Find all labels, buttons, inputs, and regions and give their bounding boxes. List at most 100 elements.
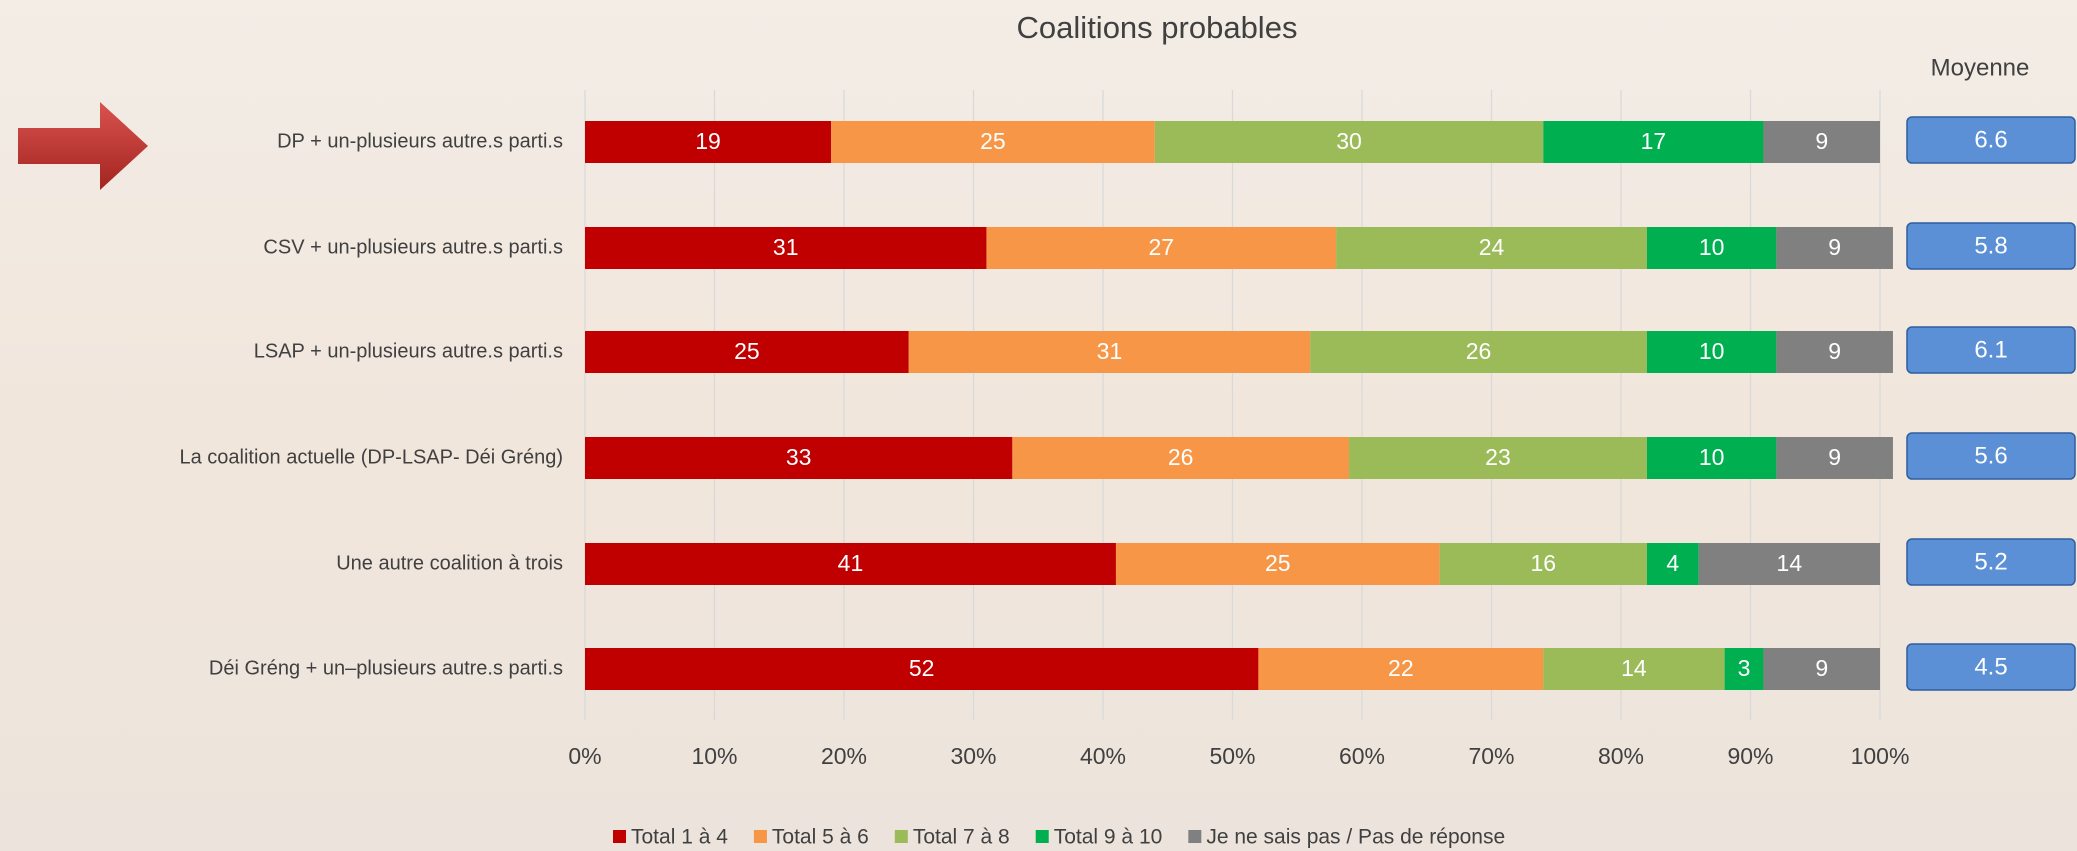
- x-tick-label: 30%: [950, 743, 996, 769]
- bar-segment: [1258, 648, 1544, 690]
- legend-swatch: [1188, 830, 1202, 843]
- bar-segment: [1646, 543, 1699, 585]
- data-label: 31: [773, 234, 799, 260]
- bar-segment: [908, 331, 1311, 373]
- bar-segment: [1646, 331, 1777, 373]
- data-label: 25: [980, 128, 1006, 154]
- data-label: 41: [838, 550, 864, 576]
- x-tick-label: 0%: [568, 743, 601, 769]
- x-tick-label: 70%: [1468, 743, 1514, 769]
- x-tick-label: 100%: [1851, 743, 1910, 769]
- average-value: 5.6: [1974, 442, 2007, 469]
- averages-title: Moyenne: [1931, 54, 2030, 81]
- bar-segment: [831, 121, 1155, 163]
- bar-segment: [585, 437, 1013, 479]
- bar-segment: [1776, 331, 1893, 373]
- data-label: 14: [1777, 550, 1803, 576]
- data-label: 9: [1828, 444, 1841, 470]
- average-box: [1906, 116, 2076, 164]
- x-tick-label: 90%: [1727, 743, 1773, 769]
- bar-segment: [1310, 331, 1647, 373]
- bar-segment: [1724, 648, 1764, 690]
- average-box: [1906, 432, 2076, 480]
- bar-segment: [1646, 227, 1777, 269]
- arrow: [18, 102, 148, 190]
- data-label: 25: [734, 338, 760, 364]
- data-label: 9: [1828, 234, 1841, 260]
- data-label: 10: [1699, 444, 1725, 470]
- bar-segment: [585, 648, 1259, 690]
- average-box: [1906, 538, 2076, 586]
- bar-segment: [1115, 543, 1440, 585]
- data-label: 33: [786, 444, 812, 470]
- x-tick-label: 60%: [1339, 743, 1385, 769]
- bar-segment: [1698, 543, 1880, 585]
- data-label: 24: [1479, 234, 1505, 260]
- data-label: 3: [1738, 655, 1751, 681]
- bar-segment: [585, 543, 1116, 585]
- legend-swatch: [613, 830, 626, 843]
- legend-swatch: [1035, 830, 1049, 843]
- data-label: 9: [1815, 128, 1828, 154]
- legend-label: Total 5 à 6: [772, 826, 869, 849]
- data-label: 22: [1388, 655, 1414, 681]
- data-label: 25: [1265, 550, 1291, 576]
- bar-segment: [585, 331, 909, 373]
- bar-segment: [1154, 121, 1544, 163]
- data-label: 26: [1168, 444, 1194, 470]
- bar-segment: [585, 227, 987, 269]
- bar-segment: [1349, 437, 1647, 479]
- legend-swatch: [894, 830, 908, 843]
- y-tick-label: Déi Gréng + un–plusieurs autre.s parti.s: [209, 657, 563, 679]
- bar-segment: [1439, 543, 1647, 585]
- average-box: [1906, 326, 2076, 374]
- y-tick-label: Une autre coalition à trois: [336, 552, 563, 574]
- data-label: 31: [1097, 338, 1123, 364]
- bar-segment: [1776, 227, 1893, 269]
- legend-swatch: [753, 830, 767, 843]
- average-value: 4.5: [1974, 653, 2007, 680]
- y-tick-label: LSAP + un-plusieurs autre.s parti.s: [254, 340, 563, 362]
- data-label: 19: [695, 128, 721, 154]
- bar-segment: [1336, 227, 1647, 269]
- legend-label: Total 9 à 10: [1054, 826, 1163, 849]
- bar-segment: [1646, 437, 1777, 479]
- legend-label: Total 7 à 8: [913, 826, 1010, 849]
- data-label: 52: [909, 655, 935, 681]
- data-label: 27: [1148, 234, 1174, 260]
- data-label: 17: [1641, 128, 1667, 154]
- bar-segment: [1776, 437, 1893, 479]
- average-value: 5.2: [1974, 548, 2007, 575]
- average-value: 6.1: [1974, 336, 2007, 363]
- bar-segment: [986, 227, 1337, 269]
- y-tick-label: DP + un-plusieurs autre.s parti.s: [277, 130, 563, 152]
- bar-segment: [1763, 648, 1880, 690]
- data-label: 10: [1699, 338, 1725, 364]
- x-tick-label: 20%: [821, 743, 867, 769]
- bar-segment: [1543, 121, 1764, 163]
- legend-label: Total 1 à 4: [631, 826, 728, 849]
- chart-title: Coalitions probables: [1017, 10, 1298, 45]
- data-label: 23: [1485, 444, 1511, 470]
- bar-segment: [1763, 121, 1880, 163]
- x-tick-label: 10%: [691, 743, 737, 769]
- x-tick-label: 40%: [1080, 743, 1126, 769]
- bar-segment: [585, 121, 832, 163]
- legend-label: Je ne sais pas / Pas de réponse: [1206, 826, 1505, 849]
- x-tick-label: 50%: [1209, 743, 1255, 769]
- average-value: 6.6: [1974, 126, 2007, 153]
- bar-segment: [1543, 648, 1725, 690]
- average-value: 5.8: [1974, 232, 2007, 259]
- data-label: 30: [1336, 128, 1362, 154]
- bar-segment: [1012, 437, 1350, 479]
- data-label: 10: [1699, 234, 1725, 260]
- data-label: 14: [1621, 655, 1647, 681]
- data-label: 4: [1666, 550, 1679, 576]
- y-tick-label: CSV + un-plusieurs autre.s parti.s: [263, 236, 563, 258]
- average-box: [1906, 643, 2076, 691]
- y-tick-label: La coalition actuelle (DP-LSAP- Déi Grén…: [179, 446, 563, 468]
- x-tick-label: 80%: [1598, 743, 1644, 769]
- data-label: 9: [1815, 655, 1828, 681]
- data-label: 16: [1531, 550, 1557, 576]
- data-label: 26: [1466, 338, 1492, 364]
